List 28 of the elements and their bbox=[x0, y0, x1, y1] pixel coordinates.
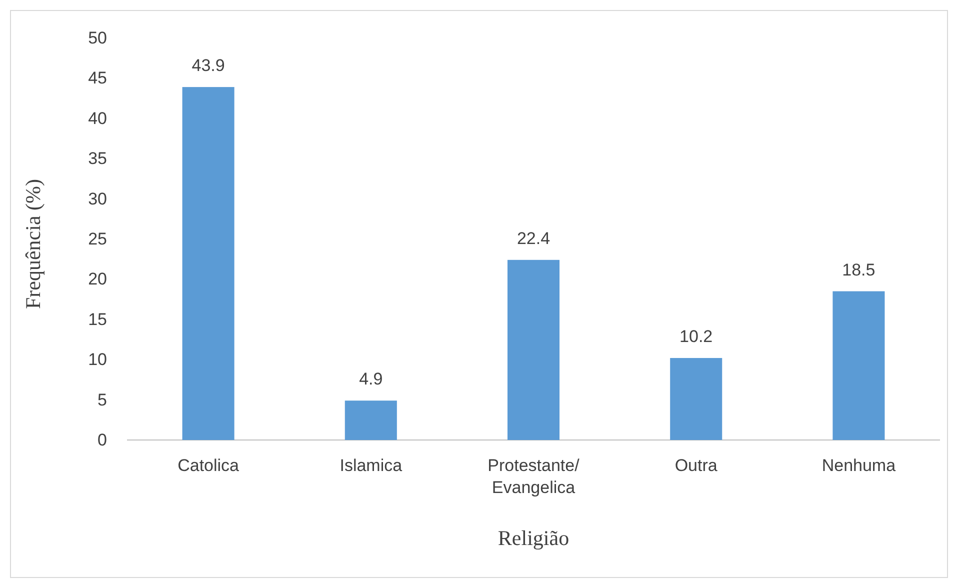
bar bbox=[670, 358, 722, 440]
data-label: 18.5 bbox=[842, 260, 876, 280]
y-tick-label: 25 bbox=[88, 229, 107, 248]
bar bbox=[182, 87, 234, 440]
y-tick-label: 20 bbox=[88, 270, 107, 289]
y-tick-label: 30 bbox=[88, 189, 107, 208]
x-tick-label: Outra bbox=[674, 456, 718, 475]
x-axis-title: Religião bbox=[498, 526, 570, 550]
data-label: 10.2 bbox=[680, 326, 713, 346]
bar bbox=[344, 400, 397, 440]
x-tick-label: Protestante/ Evangelica bbox=[488, 456, 580, 497]
x-tick-label: Catolica bbox=[178, 456, 240, 475]
y-axis-title: Frequência (%) bbox=[21, 178, 45, 310]
bar bbox=[832, 291, 885, 440]
x-tick-label: Nenhuma bbox=[822, 456, 896, 475]
data-label: 22.4 bbox=[516, 228, 550, 248]
y-tick-label: 10 bbox=[88, 350, 107, 370]
x-tick-label: Islamica bbox=[340, 456, 403, 475]
y-tick-label: 35 bbox=[88, 149, 107, 168]
y-tick-label: 50 bbox=[88, 28, 107, 48]
y-tick-label: 5 bbox=[98, 390, 107, 410]
y-tick-label: 0 bbox=[98, 430, 107, 450]
data-label: 43.9 bbox=[192, 56, 225, 76]
y-tick-label: 15 bbox=[88, 310, 107, 329]
y-tick-label: 45 bbox=[88, 68, 107, 88]
bar bbox=[507, 260, 560, 440]
y-tick-label: 40 bbox=[88, 108, 107, 128]
data-label: 4.9 bbox=[359, 370, 383, 389]
